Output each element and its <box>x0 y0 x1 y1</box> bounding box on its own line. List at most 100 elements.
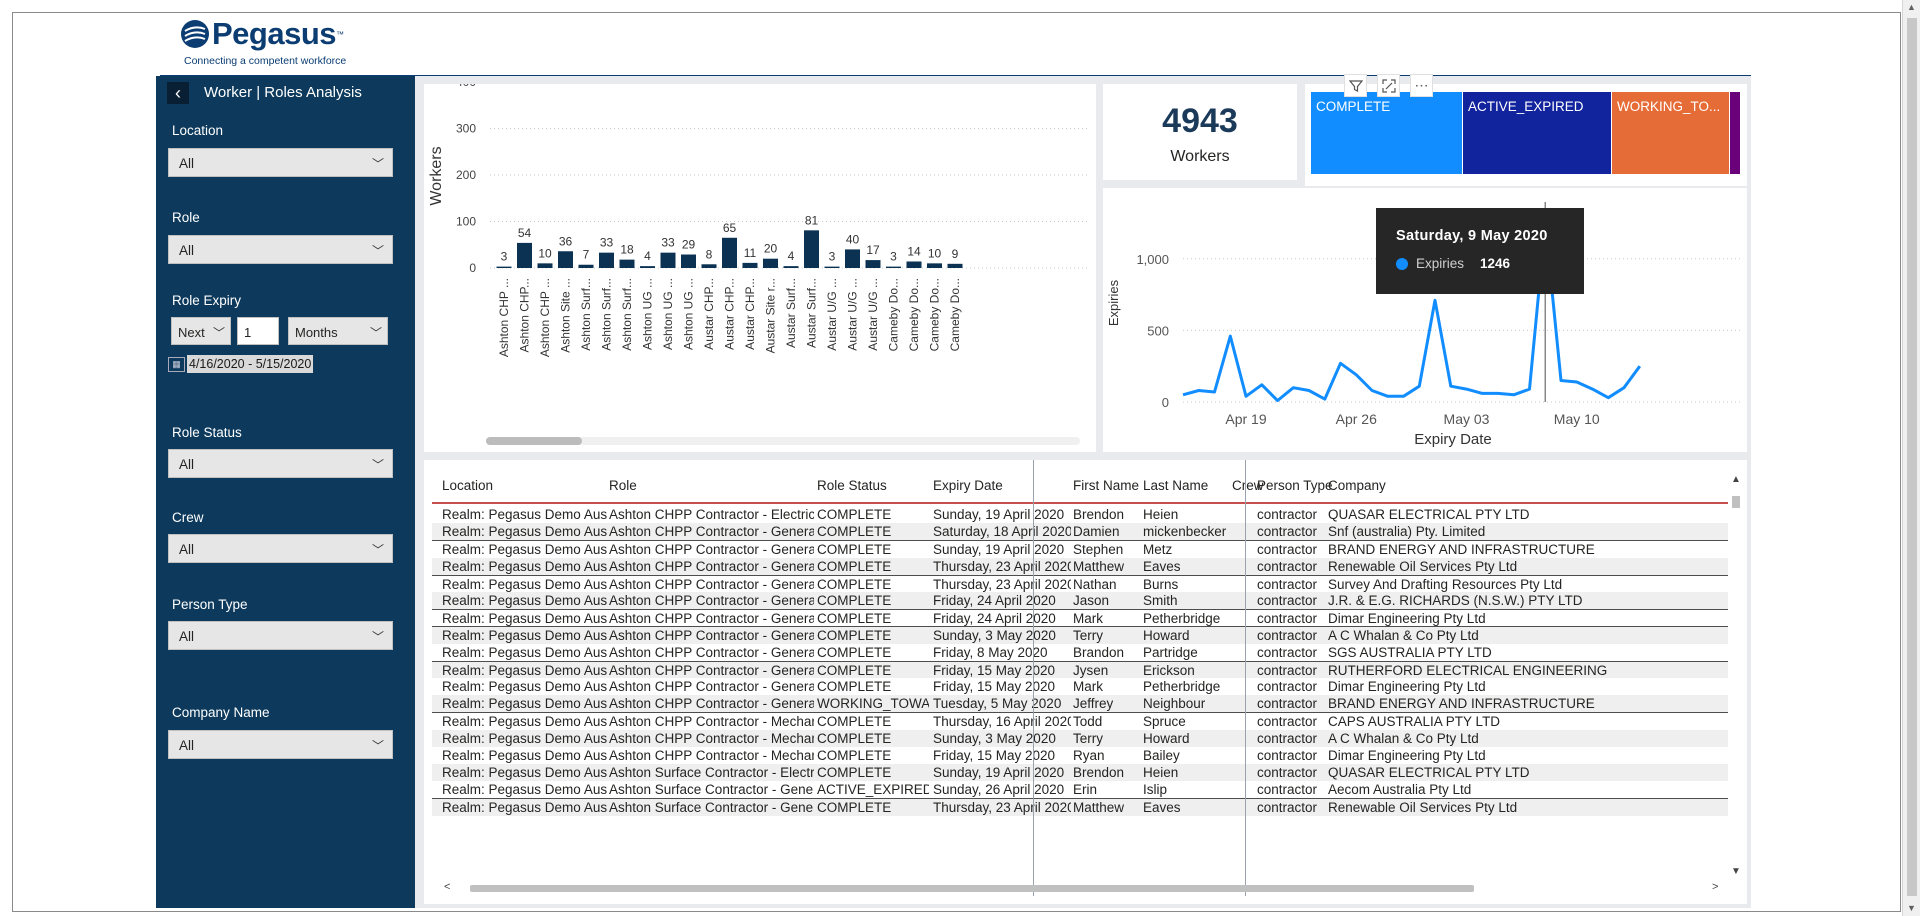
table-row[interactable]: Realm: Pegasus Demo AustraliaAshton CHPP… <box>432 729 1728 747</box>
bar[interactable] <box>845 249 860 268</box>
column-header[interactable]: Crew <box>1232 478 1264 493</box>
bar[interactable] <box>742 262 758 268</box>
crew-dropdown[interactable]: All ﹀ <box>168 534 393 563</box>
bar[interactable] <box>660 252 676 268</box>
chart-scroll-track[interactable] <box>486 437 1080 445</box>
role-status-treemap[interactable]: COMPLETE ACTIVE_EXPIRED WORKING_TO... <box>1305 84 1747 186</box>
treemap-tile-other[interactable] <box>1730 92 1740 174</box>
table-row[interactable]: Realm: Pegasus Demo AustraliaAshton CHPP… <box>432 574 1728 592</box>
table-cell: Eaves <box>1143 558 1181 574</box>
column-header[interactable]: Expiry Date <box>933 478 1003 493</box>
bar[interactable] <box>804 230 819 268</box>
vertical-scroll-thumb[interactable] <box>1732 496 1740 508</box>
bar[interactable] <box>558 251 573 268</box>
bar[interactable] <box>722 237 737 268</box>
treemap-tile-label: ACTIVE_EXPIRED <box>1468 99 1584 114</box>
treemap-tile-working-towards[interactable]: WORKING_TO... <box>1612 92 1729 174</box>
bar[interactable] <box>783 266 799 268</box>
table-row[interactable]: Realm: Pegasus Demo AustraliaAshton CHPP… <box>432 712 1728 729</box>
table-row[interactable]: Realm: Pegasus Demo AustraliaAshton Surf… <box>432 781 1728 798</box>
bar[interactable] <box>701 264 717 268</box>
table-cell: Brendon <box>1073 765 1125 780</box>
table-cell: Thursday, 23 April 2020 <box>933 558 1071 574</box>
bar[interactable] <box>681 254 696 268</box>
table-row[interactable]: Realm: Pegasus Demo AustraliaAshton CHPP… <box>432 523 1728 541</box>
page-scrollbar[interactable]: ▲ ▼ <box>1902 0 1920 916</box>
company-name-label: Company Name <box>172 705 270 720</box>
back-button[interactable]: ‹ <box>167 82 189 104</box>
scroll-down-icon[interactable]: ▼ <box>1731 866 1741 877</box>
horizontal-scroll-thumb[interactable] <box>470 885 1474 892</box>
bar[interactable] <box>496 266 512 268</box>
table-row[interactable]: Realm: Pegasus Demo AustraliaAshton CHPP… <box>432 592 1728 610</box>
column-header[interactable]: Company <box>1328 478 1386 493</box>
company-name-dropdown[interactable]: All ﹀ <box>168 730 393 759</box>
column-header[interactable]: Role <box>609 478 637 493</box>
table-row[interactable]: Realm: Pegasus Demo AustraliaAshton CHPP… <box>432 506 1728 523</box>
page-scroll-thumb[interactable] <box>1907 18 1917 896</box>
table-row[interactable]: Realm: Pegasus Demo AustraliaAshton Surf… <box>432 764 1728 782</box>
bar[interactable] <box>599 252 614 268</box>
table-row[interactable]: Realm: Pegasus Demo AustraliaAshton CHPP… <box>432 678 1728 695</box>
table-row[interactable]: Realm: Pegasus Demo AustraliaAshton CHPP… <box>432 609 1728 626</box>
bar[interactable] <box>947 263 963 268</box>
table-cell: Ashton CHPP Contractor - General <box>609 558 814 574</box>
chart-scroll-thumb[interactable] <box>486 437 582 445</box>
bar-data-label: 10 <box>928 246 942 260</box>
bar[interactable] <box>824 266 840 268</box>
filter-icon[interactable] <box>1344 74 1367 97</box>
table-row[interactable]: Realm: Pegasus Demo AustraliaAshton CHPP… <box>432 747 1728 764</box>
more-options-icon[interactable]: ⋯ <box>1410 74 1433 97</box>
bar[interactable] <box>619 259 635 268</box>
roles-table[interactable]: Location Role Role Status Expiry Date First … <box>424 460 1747 904</box>
person-type-dropdown[interactable]: All ﹀ <box>168 621 393 650</box>
role-status-dropdown[interactable]: All ﹀ <box>168 449 393 478</box>
scroll-down-icon[interactable]: ▼ <box>1907 903 1916 913</box>
table-row[interactable]: Realm: Pegasus Demo AustraliaAshton CHPP… <box>432 557 1728 575</box>
location-dropdown[interactable]: All ﹀ <box>168 148 393 177</box>
bar[interactable] <box>886 266 901 268</box>
treemap-tile-complete[interactable]: COMPLETE <box>1311 92 1462 174</box>
bar[interactable] <box>537 263 553 268</box>
table-row[interactable]: Realm: Pegasus Demo AustraliaAshton Surf… <box>432 798 1728 816</box>
bar[interactable] <box>763 258 778 268</box>
table-cell: Realm: Pegasus Demo Australia <box>442 558 607 574</box>
column-header[interactable]: Role Status <box>817 478 887 493</box>
scroll-up-icon[interactable]: ▲ <box>1907 2 1916 12</box>
workers-by-role-chart[interactable]: 0 100 200 300 400 Workers 3 Ashton CHP ... 54 Ash… <box>424 84 1096 452</box>
relative-direction-dropdown[interactable]: Next ﹀ <box>171 317 231 345</box>
treemap-tile-active-expired[interactable]: ACTIVE_EXPIRED <box>1463 92 1611 174</box>
workers-kpi-card[interactable]: 4943 Workers <box>1103 84 1297 180</box>
table-row[interactable]: Realm: Pegasus Demo AustraliaAshton CHPP… <box>432 626 1728 644</box>
column-header[interactable]: Last Name <box>1143 478 1209 493</box>
scroll-right-icon[interactable]: > <box>1712 881 1719 893</box>
bar[interactable] <box>517 242 532 268</box>
bar[interactable] <box>640 266 655 268</box>
table-vertical-scrollbar[interactable]: ▲ ▼ <box>1729 468 1743 880</box>
column-header[interactable]: Location <box>442 478 494 493</box>
expiries-line[interactable] <box>1182 222 1642 403</box>
column-header[interactable]: Person Type <box>1257 478 1333 493</box>
table-cell: contractor <box>1257 696 1318 712</box>
bar[interactable] <box>906 261 922 268</box>
table-row[interactable]: Realm: Pegasus Demo AustraliaAshton CHPP… <box>432 644 1728 661</box>
relative-count-input[interactable]: 1 <box>237 317 279 345</box>
x-tick-label: Ashton Site ... <box>559 278 573 353</box>
bar[interactable] <box>865 260 881 268</box>
table-row[interactable]: Realm: Pegasus Demo AustraliaAshton CHPP… <box>432 660 1728 678</box>
focus-mode-icon[interactable] <box>1377 74 1400 97</box>
x-tick-label: Ashton Surf... <box>579 278 593 351</box>
table-row[interactable]: Realm: Pegasus Demo AustraliaAshton CHPP… <box>432 695 1728 713</box>
scroll-up-icon[interactable]: ▲ <box>1731 474 1741 485</box>
relative-unit-dropdown[interactable]: Months ﹀ <box>288 317 388 345</box>
bar[interactable] <box>927 263 942 268</box>
table-row[interactable]: Realm: Pegasus Demo AustraliaAshton CHPP… <box>432 540 1728 557</box>
chevron-down-icon: ﹀ <box>371 157 384 171</box>
table-cell: COMPLETE <box>817 524 892 540</box>
table-horizontal-scrollbar[interactable]: < > <box>432 881 1728 895</box>
bar[interactable] <box>578 264 594 268</box>
table-cell: Erin <box>1073 782 1098 798</box>
role-dropdown[interactable]: All ﹀ <box>168 235 393 264</box>
column-header[interactable]: First Name <box>1073 478 1140 493</box>
scroll-left-icon[interactable]: < <box>444 881 451 893</box>
